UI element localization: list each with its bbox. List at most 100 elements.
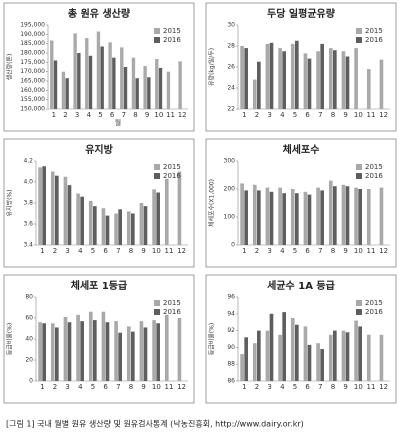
y-tick-label: 24 (227, 85, 235, 92)
bar (131, 331, 135, 381)
x-tick-label: 9 (343, 247, 347, 255)
y-tick-label: 150,000 (20, 106, 45, 113)
x-tick-label: 8 (331, 383, 335, 391)
chart-title: 유지방 (85, 143, 113, 156)
legend-label: 2015 (365, 299, 383, 307)
legend-swatch (356, 164, 362, 170)
bar (55, 327, 59, 381)
bar (282, 193, 286, 245)
x-tick-label: 5 (98, 111, 102, 119)
x-tick-label: 12 (177, 383, 186, 391)
panel-border (3, 138, 195, 268)
y-tick-label: 80 (25, 294, 33, 301)
panel-border (205, 274, 397, 404)
bar (303, 53, 308, 109)
bar (114, 213, 118, 245)
bar (63, 316, 68, 381)
bar (341, 51, 346, 109)
y-tick-label: 3.6 (23, 221, 33, 228)
bar (345, 332, 350, 381)
bar (80, 321, 84, 381)
bar (156, 323, 160, 381)
legend-label: 2016 (163, 36, 181, 44)
bar (126, 211, 131, 245)
bar (139, 321, 144, 381)
bar (278, 187, 282, 245)
bar (65, 78, 69, 109)
bar (131, 57, 136, 109)
x-tick-label: 3 (267, 247, 271, 255)
x-tick-label: 5 (293, 383, 297, 391)
bar (354, 187, 358, 245)
bar (38, 322, 42, 381)
x-tick-label: 9 (141, 247, 145, 255)
bar (177, 318, 182, 381)
legend-label: 2016 (365, 172, 383, 180)
legend-label: 2015 (365, 163, 383, 171)
legend-swatch (154, 309, 160, 315)
bar (366, 69, 371, 109)
bar (282, 312, 286, 381)
bar (257, 190, 261, 245)
legend-label: 2015 (163, 299, 181, 307)
bar (118, 209, 122, 245)
y-tick-label: 100 (224, 214, 236, 221)
x-tick-label: 7 (318, 383, 322, 391)
y-tick-label: 0 (231, 242, 235, 249)
legend-swatch (154, 28, 160, 34)
x-tick-label: 12 (178, 111, 187, 119)
bar (269, 42, 274, 109)
legend-swatch (154, 300, 160, 306)
legend-swatch (154, 37, 160, 43)
bar (379, 59, 384, 109)
legend-label: 2016 (163, 172, 181, 180)
x-tick-label: 12 (379, 383, 388, 391)
chart-title: 세균수 1A 등급 (267, 279, 335, 292)
bar (265, 43, 270, 109)
bar (252, 79, 257, 109)
legend-swatch (356, 28, 362, 34)
bar (50, 171, 55, 245)
y-axis-label: 등급비율(%) (208, 323, 216, 355)
x-tick-label: 10 (152, 383, 161, 391)
bar (278, 334, 282, 381)
bar (328, 334, 333, 381)
y-tick-label: 94 (227, 310, 235, 317)
x-tick-label: 6 (305, 111, 310, 119)
y-tick-label: 180,000 (20, 50, 45, 57)
x-tick-label: 1 (242, 383, 246, 391)
y-axis-label: 생산량(톤) (6, 54, 14, 81)
bar (358, 326, 362, 381)
bar (307, 344, 312, 381)
bar (265, 187, 270, 245)
x-tick-label: 6 (305, 247, 310, 255)
legend-label: 2015 (163, 163, 181, 171)
panel-border (205, 138, 397, 268)
y-axis-label: 유량(kg/일/두) (208, 48, 216, 86)
x-tick-label: 1 (40, 247, 44, 255)
x-tick-label: 3 (65, 247, 69, 255)
bar (366, 189, 371, 245)
y-tick-label: 96 (227, 294, 235, 301)
bar (88, 200, 93, 245)
bar (108, 42, 112, 109)
bar (354, 48, 358, 109)
x-tick-label: 5 (293, 247, 297, 255)
bar (295, 40, 299, 109)
y-tick-label: 86 (227, 378, 235, 385)
x-tick-label: 10 (154, 111, 163, 119)
bar (366, 334, 371, 381)
bar (290, 189, 295, 245)
x-tick-label: 2 (63, 111, 67, 119)
x-tick-label: 3 (65, 383, 69, 391)
y-tick-label: 195,000 (20, 22, 45, 29)
y-tick-label: 175,000 (20, 59, 45, 66)
x-tick-label: 12 (379, 111, 388, 119)
y-tick-label: 3.4 (23, 242, 33, 249)
bar (143, 66, 147, 109)
x-tick-label: 12 (177, 247, 186, 255)
bar (257, 61, 261, 109)
y-axis-label: 유지방(%) (6, 190, 14, 217)
bar (114, 321, 118, 381)
